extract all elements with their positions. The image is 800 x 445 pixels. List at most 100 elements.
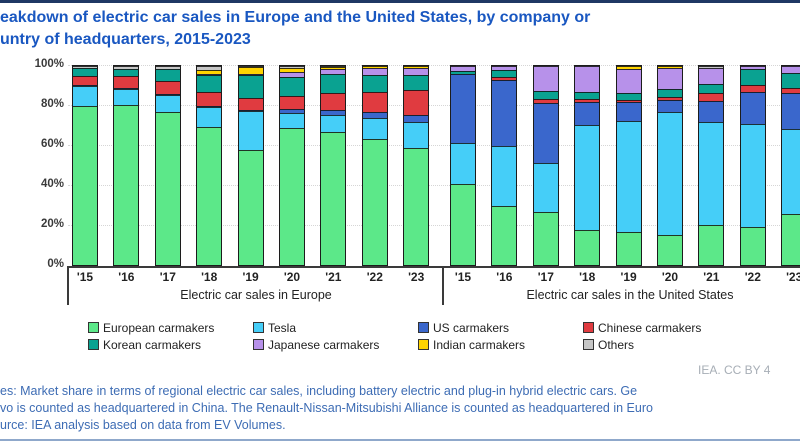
x-tick-europe-19: '19 bbox=[242, 270, 259, 284]
legend-item-japanese-carmakers: Japanese carmakers bbox=[253, 337, 380, 352]
segment-us-carmakers bbox=[321, 109, 346, 115]
segment-tesla bbox=[533, 162, 558, 213]
segment-korean-carmakers bbox=[114, 69, 139, 76]
gridline-40 bbox=[68, 185, 800, 186]
gridline-80 bbox=[68, 105, 800, 106]
x-tick-us-21: '21 bbox=[703, 270, 720, 284]
segment-chinese-carmakers bbox=[155, 80, 180, 94]
x-tick-europe-17: '17 bbox=[159, 270, 176, 284]
segment-us-carmakers bbox=[699, 100, 724, 122]
segment-us-carmakers bbox=[782, 92, 800, 129]
y-tick-40: 40% bbox=[40, 178, 64, 190]
legend-swatch-icon bbox=[88, 322, 99, 333]
y-tick-80: 80% bbox=[40, 98, 64, 110]
segment-others bbox=[197, 66, 222, 71]
segment-japanese-carmakers bbox=[699, 68, 724, 84]
legend-swatch-icon bbox=[583, 339, 594, 350]
axis-bracket-left bbox=[67, 266, 69, 305]
segment-us-carmakers bbox=[362, 111, 387, 118]
segment-others bbox=[238, 66, 263, 68]
segment-us-carmakers bbox=[658, 99, 682, 112]
y-tick-100: 100% bbox=[34, 58, 64, 70]
group-label-united-states: Electric car sales in the United States bbox=[526, 288, 734, 302]
segment-tesla bbox=[699, 121, 724, 226]
group-label-europe: Electric car sales in Europe bbox=[180, 288, 332, 302]
legend-item-chinese-carmakers: Chinese carmakers bbox=[583, 321, 701, 335]
segment-others bbox=[280, 66, 304, 69]
segment-chinese-carmakers bbox=[197, 91, 222, 106]
legend-item-indian-carmakers: Indian carmakers bbox=[418, 338, 525, 352]
notes-line-1: es: Market share in terms of regional el… bbox=[0, 384, 638, 398]
segment-japanese-carmakers bbox=[280, 72, 304, 77]
segment-chinese-carmakers bbox=[658, 96, 682, 100]
segment-tesla bbox=[73, 85, 97, 106]
x-tick-europe-23: '23 bbox=[408, 270, 425, 284]
gridline-100 bbox=[68, 65, 800, 66]
segment-us-carmakers bbox=[197, 105, 222, 107]
segment-indian-carmakers bbox=[197, 70, 222, 74]
x-tick-europe-20: '20 bbox=[283, 270, 301, 284]
segment-indian-carmakers bbox=[280, 68, 304, 73]
segment-us-carmakers bbox=[451, 73, 475, 143]
x-tick-europe-16: '16 bbox=[118, 270, 135, 284]
segment-chinese-carmakers bbox=[321, 92, 346, 110]
segment-european-carmakers bbox=[492, 206, 517, 265]
segment-japanese-carmakers bbox=[197, 73, 222, 75]
segment-tesla bbox=[197, 106, 222, 127]
legend-swatch-icon bbox=[88, 339, 99, 350]
legend-label: US carmakers bbox=[433, 320, 510, 335]
notes-line-2: vo is counted as headquartered in China.… bbox=[0, 401, 653, 415]
segment-japanese-carmakers bbox=[238, 73, 263, 75]
segment-others bbox=[114, 66, 139, 70]
legend-swatch-icon bbox=[583, 322, 594, 333]
segment-korean-carmakers bbox=[362, 74, 387, 92]
segment-european-carmakers bbox=[155, 111, 180, 265]
x-tick-us-16: '16 bbox=[496, 270, 513, 284]
segment-chinese-carmakers bbox=[280, 95, 304, 109]
segment-others bbox=[73, 66, 97, 69]
segment-indian-carmakers bbox=[362, 66, 387, 69]
segment-indian-carmakers bbox=[616, 66, 641, 70]
segment-tesla bbox=[321, 114, 346, 132]
bar-us-21 bbox=[698, 65, 725, 266]
x-tick-europe-22: '22 bbox=[366, 270, 383, 284]
segment-others bbox=[321, 66, 346, 68]
x-axis-line bbox=[68, 266, 800, 268]
bottom-divider bbox=[0, 439, 800, 441]
segment-european-carmakers bbox=[197, 126, 222, 265]
segment-european-carmakers bbox=[616, 232, 641, 265]
attribution-text: IEA. CC BY 4 bbox=[698, 363, 771, 377]
segment-japanese-carmakers bbox=[740, 66, 765, 70]
legend-swatch-icon bbox=[418, 322, 429, 333]
x-tick-europe-21: '21 bbox=[325, 270, 342, 284]
segment-chinese-carmakers bbox=[404, 89, 429, 115]
x-tick-us-22: '22 bbox=[744, 270, 761, 284]
segment-japanese-carmakers bbox=[321, 69, 346, 74]
segment-indian-carmakers bbox=[238, 67, 263, 74]
x-tick-us-19: '19 bbox=[620, 270, 637, 284]
chart-title-line1: eakdown of electric car sales in Europe … bbox=[0, 9, 591, 26]
segment-european-carmakers bbox=[73, 105, 97, 265]
legend-label: Japanese carmakers bbox=[268, 337, 380, 352]
segment-tesla bbox=[658, 111, 682, 236]
bar-europe-16 bbox=[113, 65, 140, 266]
segment-tesla bbox=[114, 88, 139, 105]
segment-korean-carmakers bbox=[197, 74, 222, 92]
segment-japanese-carmakers bbox=[575, 66, 600, 92]
segment-chinese-carmakers bbox=[362, 91, 387, 112]
axis-bracket-middle bbox=[442, 266, 444, 305]
y-tick-20: 20% bbox=[40, 218, 64, 230]
bar-us-18 bbox=[574, 65, 601, 266]
segment-chinese-carmakers bbox=[616, 99, 641, 102]
segment-chinese-carmakers bbox=[740, 84, 765, 92]
x-tick-europe-18: '18 bbox=[201, 270, 218, 284]
segment-korean-carmakers bbox=[492, 70, 517, 77]
segment-us-carmakers bbox=[533, 102, 558, 163]
x-tick-us-17: '17 bbox=[537, 270, 554, 284]
segment-european-carmakers bbox=[575, 230, 600, 265]
legend-swatch-icon bbox=[253, 339, 264, 350]
segment-european-carmakers bbox=[280, 127, 304, 265]
segment-korean-carmakers bbox=[321, 74, 346, 93]
segment-us-carmakers bbox=[575, 101, 600, 125]
